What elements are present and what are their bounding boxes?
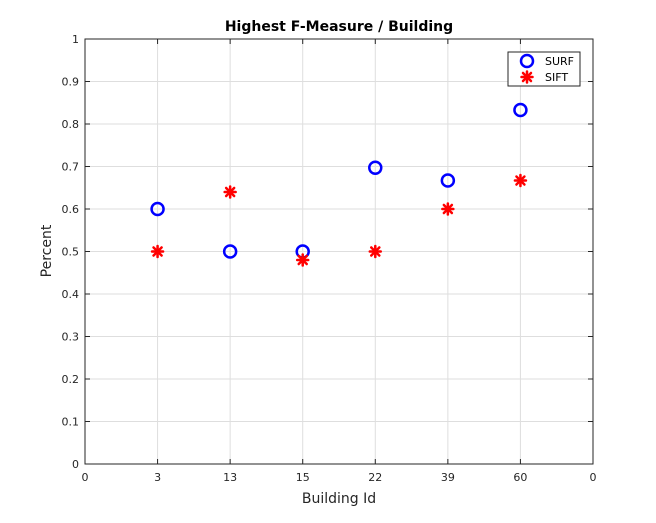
surf-point [150, 201, 165, 217]
x-tick-label: 60 [513, 471, 527, 484]
y-tick-label: 0.5 [62, 246, 80, 259]
chart-title: Highest F-Measure / Building [225, 19, 453, 35]
x-axis-label: Building Id [302, 491, 376, 507]
sift-point [295, 253, 310, 267]
y-tick-label: 0.9 [62, 76, 80, 89]
y-tick-labels: 0 0.1 0.2 0.3 0.4 0.5 0.6 0.7 0.8 0.9 1 [62, 33, 80, 471]
y-tick-label: 0.8 [62, 118, 80, 131]
y-tick-label: 0.7 [62, 161, 80, 174]
surf-point [368, 160, 383, 176]
sift-point [368, 244, 383, 259]
legend-surf-label: SURF [545, 55, 574, 68]
data-marks [150, 102, 528, 267]
sift-point [223, 185, 237, 199]
legend-sift-label: SIFT [545, 71, 568, 84]
legend-box [507, 51, 581, 87]
x-tick-label: 13 [223, 471, 237, 484]
y-tick-label: 0 [72, 458, 79, 471]
legend-surf-marker [519, 53, 535, 69]
x-tick-label: 22 [368, 471, 382, 484]
surf-point [513, 102, 528, 118]
y-tick-label: 0.4 [62, 288, 80, 301]
surf-point [440, 173, 456, 188]
sift-point [150, 244, 165, 259]
y-tick-label: 0.6 [62, 203, 80, 216]
surf-point [222, 244, 238, 259]
legend-sift-marker [520, 70, 534, 84]
y-tick-label: 1 [72, 33, 79, 46]
grid-lines [85, 39, 593, 464]
sift-point [513, 173, 528, 188]
y-tick-label: 0.3 [62, 331, 80, 344]
x-tick-labels: 0 3 13 15 22 39 60 0 [82, 471, 597, 484]
sift-point [441, 202, 455, 216]
y-tick-label: 0.2 [62, 373, 80, 386]
axis-ticks [84, 38, 594, 465]
y-axis-label: Percent [39, 224, 55, 277]
x-tick-label: 0 [82, 471, 89, 484]
x-tick-label: 39 [441, 471, 455, 484]
legend: SURF SIFT [507, 51, 581, 87]
x-tick-label: 0 [590, 471, 597, 484]
x-tick-label: 3 [154, 471, 161, 484]
x-tick-label: 15 [296, 471, 310, 484]
y-tick-label: 0.1 [62, 416, 80, 429]
